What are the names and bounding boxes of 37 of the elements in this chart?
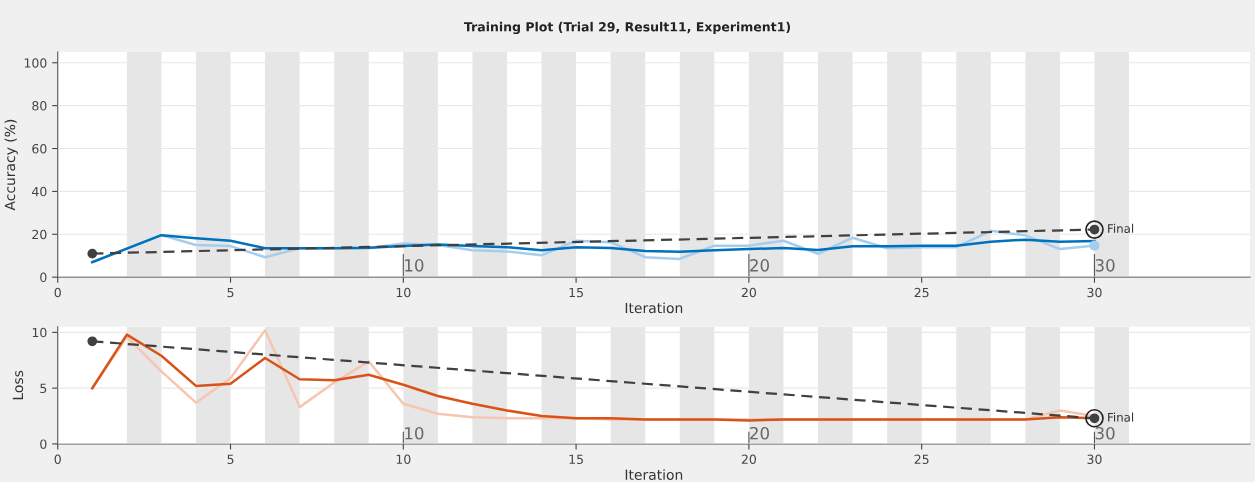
x-tick-label: 25	[914, 454, 929, 465]
annotation: 10	[405, 259, 424, 272]
x-tick-label: 10	[396, 454, 411, 465]
x-tick-label: 5	[227, 287, 234, 298]
y-tick-label: 40	[32, 186, 47, 197]
x-tick-label: 0	[54, 454, 61, 465]
x-axis-title: Iteration	[625, 302, 683, 314]
y-tick-label: 0	[40, 272, 47, 283]
x-tick-label: 25	[914, 287, 929, 298]
x-tick-label: 10	[396, 287, 411, 298]
point	[1089, 240, 1100, 251]
x-tick-label: 15	[569, 287, 583, 298]
y-axis-title: Accuracy (%)	[4, 119, 18, 211]
x-tick-label: 20	[741, 454, 757, 465]
annotation: 10	[405, 426, 424, 440]
y-tick-label: 100	[24, 58, 47, 68]
y-tick-label: 5	[40, 383, 47, 394]
annotation: 30	[1095, 259, 1115, 272]
y-tick-label: 60	[32, 144, 47, 154]
x-tick-label: 0	[54, 287, 61, 298]
annotation: 20	[750, 259, 769, 272]
y-tick-label: 10	[32, 327, 47, 338]
x-tick-label: 30	[1087, 287, 1102, 298]
x-tick-label: 30	[1087, 454, 1102, 465]
chart-title: Training Plot (Trial 29, Result11, Experiment1)	[464, 21, 790, 35]
annotation: 30	[1095, 426, 1115, 440]
annotation: Final	[1108, 223, 1134, 233]
annotation: Final	[1108, 412, 1134, 422]
x-axis-title: Iteration	[625, 469, 683, 480]
x-tick-label: 15	[569, 454, 583, 465]
y-axis-title: Loss	[12, 370, 24, 400]
annotation: 20	[750, 426, 769, 440]
y-tick-label: 80	[32, 101, 47, 111]
y-tick-label: 20	[32, 229, 47, 240]
x-tick-label: 5	[227, 454, 234, 465]
y-tick-label: 0	[40, 439, 47, 449]
x-tick-label: 20	[741, 287, 757, 298]
